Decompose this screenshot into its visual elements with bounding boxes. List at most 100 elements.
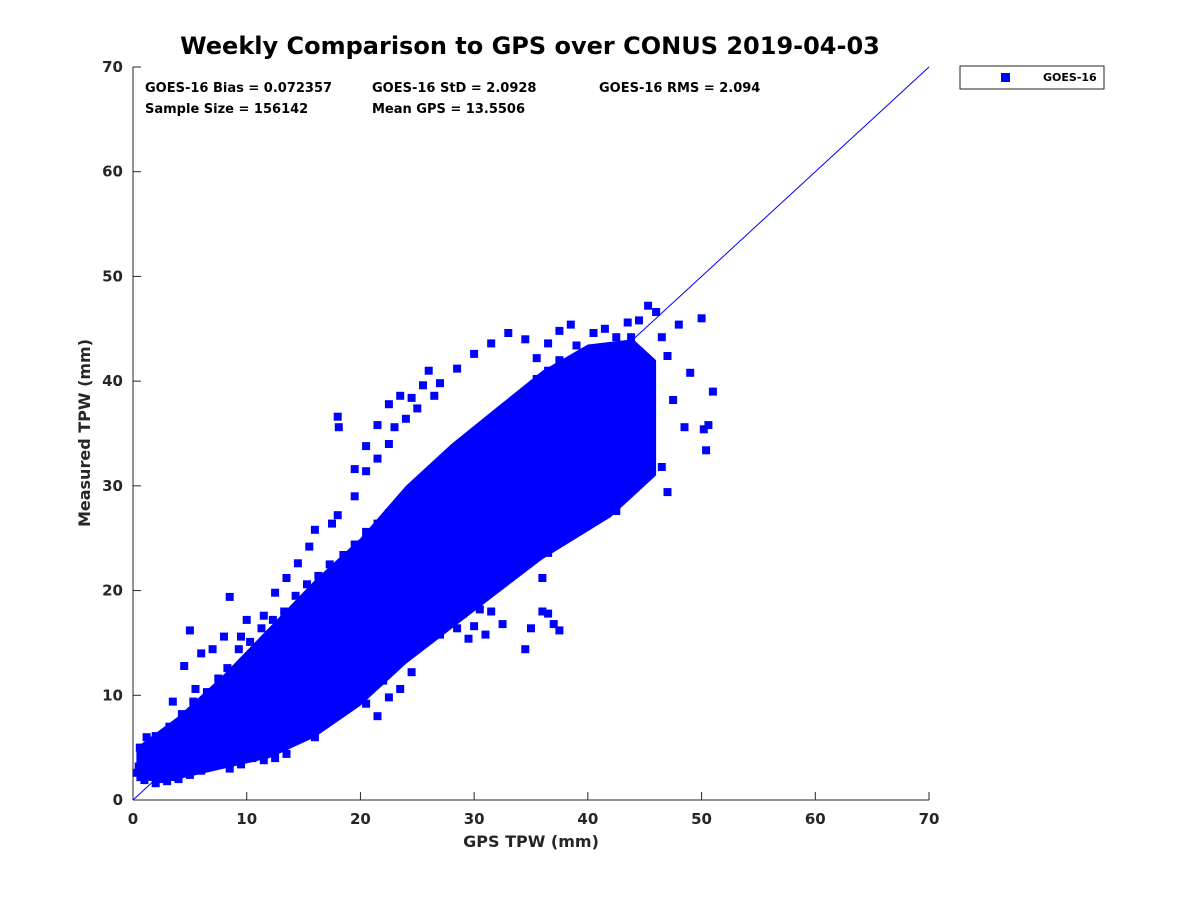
data-point [458, 467, 467, 476]
data-point [610, 373, 618, 381]
y-tick-label: 30 [102, 477, 123, 495]
data-point [359, 611, 368, 620]
data-point [322, 641, 331, 649]
data-point [257, 624, 266, 633]
x-tick-label: 50 [691, 810, 712, 828]
data-point [259, 735, 268, 744]
data-point [282, 720, 291, 729]
data-point [229, 719, 238, 728]
data-point [314, 571, 323, 580]
data-point [143, 742, 152, 751]
data-point [484, 496, 493, 505]
stat-bias: GOES-16 Bias = 0.072357 [145, 81, 332, 96]
data-point [544, 366, 553, 375]
data-point [401, 414, 410, 423]
data-point [140, 770, 149, 779]
data-point [248, 739, 257, 748]
data-point [308, 605, 317, 614]
data-point [350, 465, 359, 474]
data-point [268, 615, 277, 624]
data-point [282, 653, 291, 662]
data-point [259, 611, 268, 620]
data-point [140, 776, 149, 785]
data-point [492, 435, 501, 444]
data-point [217, 733, 226, 742]
data-point [498, 406, 507, 415]
data-point [225, 691, 234, 700]
data-point [299, 665, 308, 674]
data-point [154, 754, 162, 763]
data-point [390, 527, 399, 536]
data-point [345, 651, 354, 660]
data-point [208, 645, 217, 654]
data-point [263, 649, 272, 658]
data-point [686, 368, 695, 377]
data-point [288, 737, 297, 746]
legend-box [959, 65, 1105, 90]
legend-marker-goes-16 [1001, 73, 1010, 82]
data-point [549, 534, 558, 543]
data-point [251, 654, 260, 663]
data-point [473, 507, 482, 515]
data-point [561, 496, 570, 505]
data-point [138, 747, 147, 756]
data-point [271, 726, 280, 735]
data-point [348, 620, 357, 629]
data-point [246, 637, 255, 646]
x-tick-label: 60 [805, 810, 826, 828]
data-point [384, 400, 393, 409]
data-point [185, 770, 194, 779]
data-point [430, 544, 439, 553]
data-point [146, 766, 155, 775]
data-point [225, 764, 234, 773]
data-point [394, 580, 402, 589]
data-point [384, 509, 393, 518]
data-point [401, 636, 410, 645]
data-point [521, 335, 530, 344]
data-point [618, 427, 626, 436]
data-point [652, 308, 661, 316]
data-point [254, 710, 263, 719]
data-point [419, 381, 427, 390]
data-point [589, 517, 598, 526]
data-point [225, 747, 234, 756]
data-point [373, 618, 382, 626]
data-point [396, 605, 405, 614]
data-point [644, 301, 653, 310]
data-point [595, 423, 604, 432]
data-point [322, 685, 331, 693]
data-point [479, 475, 488, 484]
data-point [316, 716, 325, 725]
data-point [549, 387, 558, 396]
data-point [612, 507, 621, 515]
data-point [456, 496, 465, 505]
data-point [365, 580, 374, 589]
data-point [293, 559, 302, 568]
data-point [702, 446, 711, 455]
data-point [519, 467, 527, 476]
data-point [373, 421, 382, 430]
data-point [134, 762, 143, 771]
data-point [600, 324, 609, 333]
data-point [185, 716, 194, 725]
data-point [174, 730, 183, 738]
data-point [185, 626, 194, 635]
data-point [202, 688, 211, 697]
data-point [382, 590, 391, 599]
data-point [555, 326, 564, 335]
data-point [362, 699, 371, 708]
data-point [310, 733, 319, 742]
data-point [242, 745, 251, 754]
data-point [259, 672, 268, 681]
data-point [566, 320, 575, 329]
stat-sample-size: Sample Size = 156142 [145, 102, 308, 117]
data-point [570, 400, 579, 409]
data-point [578, 352, 587, 360]
data-point [242, 615, 251, 624]
data-point [265, 695, 274, 704]
data-point [212, 699, 220, 708]
y-tick-label: 20 [102, 582, 123, 600]
data-point [339, 674, 348, 683]
data-point [407, 546, 416, 555]
data-point [504, 542, 513, 551]
